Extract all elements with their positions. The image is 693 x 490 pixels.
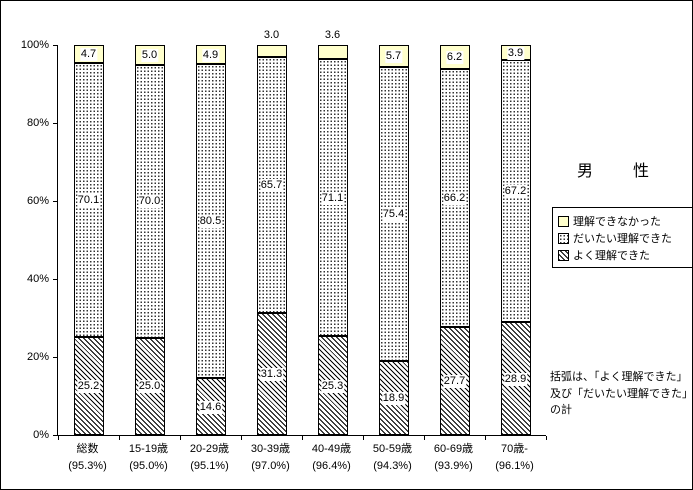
legend: 理解できなかった だいたい理解できた よく理解できた (552, 207, 692, 268)
y-tick-label: 80% (26, 117, 49, 129)
data-label: 4.9 (201, 48, 220, 62)
x-tick-mark (545, 436, 547, 440)
data-label: 66.2 (442, 191, 467, 205)
x-tick-mark (362, 436, 364, 440)
data-label: 5.7 (384, 50, 403, 64)
x-category-name: 30-39歳 (250, 443, 291, 455)
x-category-name: 15-19歳 (128, 443, 169, 455)
x-category-total: (95.0%) (129, 460, 168, 472)
y-tick-mark (53, 200, 57, 202)
data-label: 65.7 (259, 178, 284, 192)
y-tick-label: 20% (26, 351, 49, 363)
bar-segment (317, 45, 348, 60)
x-category-label: 総数 (95.3%) (57, 441, 118, 475)
footnote: 括弧は、「よく理解できた」及び「だいたい理解できた」の計 (550, 371, 688, 416)
x-category-total: (94.3%) (373, 460, 412, 472)
x-category-label: 60-69歳 (93.9%) (423, 441, 484, 475)
legend-swatch-icon (558, 215, 569, 227)
data-label: 67.2 (503, 185, 528, 199)
x-category-label: 50-59歳 (94.3%) (362, 441, 423, 475)
bar-segment (256, 45, 287, 57)
data-label: 25.0 (137, 380, 162, 394)
data-label: 18.9 (381, 392, 406, 406)
data-label: 6.2 (445, 50, 464, 64)
y-tick-label: 100% (20, 39, 49, 51)
x-category-name: 50-59歳 (372, 443, 413, 455)
x-category-name: 60-69歳 (433, 443, 474, 455)
x-category-name: 20-29歳 (189, 443, 230, 455)
x-category-total: (96.1%) (495, 460, 534, 472)
data-label: 71.1 (320, 191, 345, 205)
x-category-label: 70歳- (96.1%) (484, 441, 545, 475)
y-tick-label: 60% (26, 195, 49, 207)
data-label: 25.3 (320, 379, 345, 393)
x-axis-labels: 総数 (95.3%) 15-19歳 (95.0%) 20-29歳 (95.1%) 30-39… (57, 441, 545, 481)
chart-title: 男 性 (577, 163, 662, 180)
legend-swatch-icon (558, 249, 569, 261)
y-tick-mark (53, 434, 57, 436)
x-tick-mark (301, 436, 303, 440)
x-category-label: 20-29歳 (95.1%) (179, 441, 240, 475)
legend-label: 理解できなかった (573, 216, 661, 228)
y-tick-mark (53, 356, 57, 358)
data-label: 5.0 (140, 48, 159, 62)
data-label: 75.4 (381, 208, 406, 222)
data-label: 80.5 (198, 215, 223, 229)
data-label: 70.1 (76, 194, 101, 208)
data-label: 14.6 (198, 400, 223, 414)
x-category-name: 総数 (76, 443, 99, 455)
x-category-name: 70歳- (501, 443, 528, 455)
x-category-label: 30-39歳 (97.0%) (240, 441, 301, 475)
x-tick-mark (179, 436, 181, 440)
x-category-total: (95.1%) (190, 460, 229, 472)
y-tick-mark (53, 278, 57, 280)
y-tick-label: 0% (33, 429, 49, 441)
data-label: 3.9 (506, 46, 525, 60)
data-label: 4.7 (79, 48, 98, 62)
x-category-name: 40-49歳 (311, 443, 352, 455)
x-category-total: (93.9%) (434, 460, 473, 472)
data-label: 3.0 (262, 29, 281, 42)
y-axis: 0% 20% 40% 60% 80% 100% (1, 39, 57, 441)
legend-item: よく理解できた (558, 247, 688, 263)
legend-item: 理解できなかった (558, 213, 688, 229)
x-tick-mark (484, 436, 486, 440)
x-category-label: 40-49歳 (96.4%) (301, 441, 362, 475)
data-label: 70.0 (137, 195, 162, 208)
y-tick-mark (53, 44, 57, 46)
data-label: 3.6 (323, 29, 342, 42)
legend-swatch-icon (558, 232, 569, 244)
data-label: 31.3 (259, 367, 284, 381)
x-tick-mark (57, 436, 59, 440)
x-category-label: 15-19歳 (95.0%) (118, 441, 179, 475)
legend-label: よく理解できた (573, 250, 650, 262)
x-tick-mark (423, 436, 425, 440)
y-tick-label: 40% (26, 273, 49, 285)
x-category-total: (95.3%) (68, 460, 107, 472)
data-label: 25.2 (76, 379, 101, 393)
data-label: 27.7 (442, 375, 467, 388)
plot-area: 25.2 70.1 4.7 25.0 70.0 5.0 14.6 80.5 4.9 31.3 65.… (57, 29, 547, 440)
x-tick-mark (240, 436, 242, 440)
x-tick-mark (118, 436, 120, 440)
x-category-total: (97.0%) (251, 460, 290, 472)
y-tick-mark (53, 122, 57, 124)
data-label: 28.9 (503, 372, 528, 386)
legend-item: だいたい理解できた (558, 230, 688, 246)
x-category-total: (96.4%) (312, 460, 351, 472)
bar-segment (317, 59, 348, 337)
legend-label: だいたい理解できた (573, 233, 672, 245)
